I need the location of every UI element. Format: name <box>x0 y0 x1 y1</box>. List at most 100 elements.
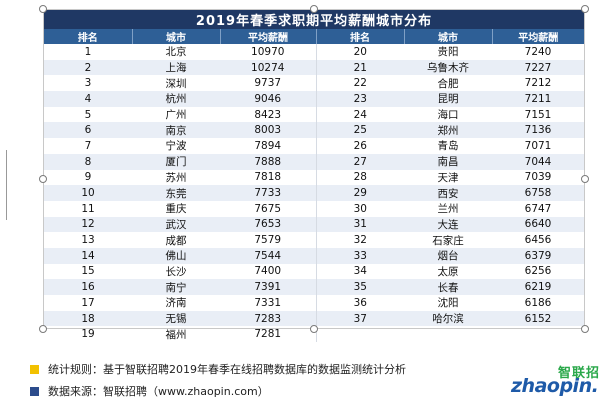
cell-rank: 15 <box>44 263 132 280</box>
cell-rank-2: 26 <box>316 138 404 154</box>
cell-rank-2: 30 <box>316 200 404 217</box>
note-source: 数据来源：智联招聘（www.zhaopin.com） <box>30 383 269 399</box>
cell-city: 福州 <box>132 326 220 343</box>
cell-rank-2: 29 <box>316 185 404 201</box>
table-row: 3 深圳 9737 22 合肥 7212 <box>44 75 585 92</box>
resize-handle-top-left[interactable] <box>39 5 47 13</box>
cell-rank: 16 <box>44 279 132 295</box>
cell-rank-2: 28 <box>316 169 404 186</box>
left-edge-mark <box>0 150 7 220</box>
cell-city-2: 南昌 <box>404 153 492 170</box>
resize-handle-bottom[interactable] <box>310 325 318 333</box>
resize-handle-bottom-right[interactable] <box>581 325 589 333</box>
cell-salary: 7818 <box>220 169 317 186</box>
resize-handle-top[interactable] <box>310 5 318 13</box>
gold-square-icon <box>30 364 39 374</box>
table-row: 5 广州 8423 24 海口 7151 <box>44 106 585 123</box>
selection-frame[interactable] <box>43 9 585 329</box>
cell-salary-2: 6456 <box>492 232 585 248</box>
logo-cn-text: 智联招 <box>557 366 600 381</box>
cell-rank-2: 32 <box>316 232 404 248</box>
cell-rank-2: 22 <box>316 75 404 92</box>
table-row: 17 济南 7331 36 沈阳 6186 <box>44 295 585 311</box>
cell-rank: 17 <box>44 295 132 311</box>
cell-salary: 7675 <box>220 200 317 217</box>
table-row: 19 福州 7281 <box>44 326 585 343</box>
cell-rank: 13 <box>44 232 132 248</box>
cell-rank-2: 23 <box>316 91 404 107</box>
cell-city: 佛山 <box>132 247 220 264</box>
cell-city: 杭州 <box>132 91 220 107</box>
cell-city: 宁波 <box>132 138 220 154</box>
cell-rank-2: 27 <box>316 153 404 170</box>
cell-city-2 <box>404 326 492 343</box>
cell-salary: 7400 <box>220 263 317 280</box>
cell-city-2: 郑州 <box>404 122 492 139</box>
cell-salary: 7579 <box>220 232 317 248</box>
cell-salary: 9046 <box>220 91 317 107</box>
cell-city: 济南 <box>132 295 220 311</box>
cell-salary: 7283 <box>220 310 317 327</box>
cell-salary-2: 6640 <box>492 216 585 233</box>
cell-city-2: 青岛 <box>404 138 492 154</box>
resize-handle-right[interactable] <box>581 175 589 183</box>
cell-city: 成都 <box>132 232 220 248</box>
cell-salary-2: 6219 <box>492 279 585 295</box>
resize-handle-top-right[interactable] <box>581 5 589 13</box>
cell-salary-2 <box>492 326 585 343</box>
cell-city-2: 哈尔滨 <box>404 310 492 327</box>
cell-city-2: 长春 <box>404 279 492 295</box>
cell-salary-2: 7240 <box>492 44 585 60</box>
cell-rank: 1 <box>44 44 132 60</box>
cell-city-2: 西安 <box>404 185 492 201</box>
cell-rank: 5 <box>44 106 132 123</box>
cell-rank: 14 <box>44 247 132 264</box>
cell-salary-2: 6152 <box>492 310 585 327</box>
cell-city: 重庆 <box>132 200 220 217</box>
cell-rank-2: 33 <box>316 247 404 264</box>
cell-city: 厦门 <box>132 153 220 170</box>
cell-city: 无锡 <box>132 310 220 327</box>
cell-salary-2: 7039 <box>492 169 585 186</box>
zhaopin-logo: 智联招 zhaopin. <box>511 362 600 400</box>
cell-rank: 8 <box>44 153 132 170</box>
cell-rank: 4 <box>44 91 132 107</box>
cell-salary: 7888 <box>220 153 317 170</box>
table-row: 13 成都 7579 32 石家庄 6456 <box>44 232 585 248</box>
cell-salary: 7281 <box>220 326 317 343</box>
cell-salary-2: 6747 <box>492 200 585 217</box>
cell-city-2: 天津 <box>404 169 492 186</box>
cell-city: 苏州 <box>132 169 220 186</box>
cell-salary-2: 7136 <box>492 122 585 139</box>
table-row: 1 北京 10970 20 贵阳 7240 <box>44 44 585 60</box>
resize-handle-bottom-left[interactable] <box>39 325 47 333</box>
cell-city-2: 石家庄 <box>404 232 492 248</box>
cell-salary: 10970 <box>220 44 317 60</box>
cell-city: 北京 <box>132 44 220 60</box>
cell-city-2: 沈阳 <box>404 295 492 311</box>
header-salary: 平均薪酬 <box>220 29 317 44</box>
table-row: 7 宁波 7894 26 青岛 7071 <box>44 138 585 154</box>
cell-rank-2: 36 <box>316 295 404 311</box>
cell-salary: 10274 <box>220 59 317 76</box>
cell-city-2: 烟台 <box>404 247 492 264</box>
cell-rank: 3 <box>44 75 132 92</box>
cell-rank: 19 <box>44 326 132 343</box>
cell-salary: 7894 <box>220 138 317 154</box>
cell-salary-2: 7211 <box>492 91 585 107</box>
table-header-row: 排名 城市 平均薪酬 排名 城市 平均薪酬 <box>44 29 585 44</box>
cell-salary-2: 6256 <box>492 263 585 280</box>
cell-rank-2: 35 <box>316 279 404 295</box>
note-source-text: 数据来源：智联招聘（www.zhaopin.com） <box>48 385 269 398</box>
resize-handle-left[interactable] <box>39 175 47 183</box>
cell-salary-2: 6758 <box>492 185 585 201</box>
table-row: 15 长沙 7400 34 太原 6256 <box>44 263 585 280</box>
cell-salary-2: 7212 <box>492 75 585 92</box>
cell-city: 南京 <box>132 122 220 139</box>
cell-salary-2: 7044 <box>492 153 585 170</box>
cell-rank: 6 <box>44 122 132 139</box>
cell-salary: 7544 <box>220 247 317 264</box>
cell-city-2: 海口 <box>404 106 492 123</box>
cell-city-2: 乌鲁木齐 <box>404 59 492 76</box>
note-rule-text: 统计规则：基于智联招聘2019年春季在线招聘数据库的数据监测统计分析 <box>48 363 406 376</box>
